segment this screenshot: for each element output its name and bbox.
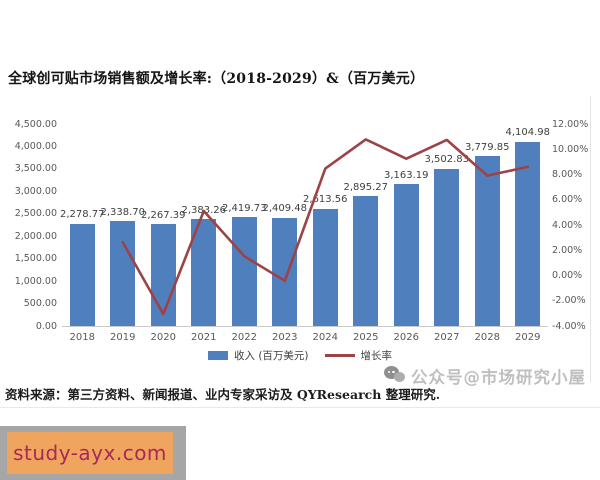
wechat-icon bbox=[384, 366, 406, 386]
y-axis-left-tick: 2,500.00 bbox=[14, 208, 57, 220]
revenue-bar bbox=[191, 219, 217, 326]
revenue-bar bbox=[69, 223, 95, 326]
x-axis-tick: 2024 bbox=[312, 332, 338, 343]
bar-value-label: 3,163.19 bbox=[383, 169, 429, 181]
y-axis-left-tick: 0.00 bbox=[35, 320, 57, 332]
legend-growth-label: 增长率 bbox=[360, 350, 393, 362]
y-axis-right-tick: 4.00% bbox=[552, 219, 583, 231]
watermark: 公众号@市场研究小屋 bbox=[384, 364, 586, 388]
bar-value-label: 2,895.27 bbox=[343, 181, 389, 193]
y-axis-right-tick: 10.00% bbox=[552, 143, 589, 155]
x-axis-tick: 2027 bbox=[434, 332, 460, 343]
badge-panel: study-ayx.com bbox=[0, 426, 186, 480]
revenue-bar bbox=[272, 217, 298, 326]
y-axis-left-tick: 1,500.00 bbox=[14, 253, 57, 265]
y-axis-right-tick: -4.00% bbox=[552, 320, 586, 332]
revenue-bar bbox=[353, 196, 379, 326]
y-axis-left-tick: 500.00 bbox=[23, 298, 57, 310]
bar-value-label: 2,278.77 bbox=[59, 209, 105, 221]
legend-revenue-label: 收入 (百万美元) bbox=[233, 350, 309, 362]
bar-value-label: 3,779.85 bbox=[464, 141, 510, 153]
revenue-bar bbox=[434, 168, 460, 326]
y-axis-right-tick: 8.00% bbox=[552, 169, 583, 180]
y-axis-left-tick: 3,500.00 bbox=[14, 163, 57, 175]
source-note: 资料来源：第三方资料、新闻报道、业内专家采访及 QYResearch 整理研究. bbox=[5, 387, 441, 402]
frame-border-right bbox=[590, 96, 591, 382]
x-axis-tick: 2021 bbox=[191, 332, 217, 343]
y-axis-left-tick: 3,000.00 bbox=[14, 185, 57, 197]
site-badge: study-ayx.com bbox=[7, 432, 173, 474]
bar-value-label: 2,613.56 bbox=[302, 194, 348, 206]
y-axis-left-tick: 4,500.00 bbox=[14, 118, 57, 130]
revenue-bar bbox=[393, 184, 419, 326]
watermark-text: 公众号@市场研究小屋 bbox=[411, 368, 586, 387]
chart-title: 全球创可贴市场销售额及增长率:（2018-2029）&（百万美元） bbox=[8, 71, 425, 87]
x-axis-tick: 2025 bbox=[353, 332, 379, 343]
y-axis-right-tick: 2.00% bbox=[552, 244, 583, 256]
x-axis-tick: 2020 bbox=[150, 332, 176, 343]
revenue-bar bbox=[231, 217, 257, 326]
x-axis-tick: 2029 bbox=[515, 332, 541, 343]
y-axis-right-tick: 12.00% bbox=[552, 118, 589, 130]
y-axis-right-tick: -2.00% bbox=[552, 295, 586, 307]
x-axis-line bbox=[62, 124, 548, 327]
revenue-bar bbox=[150, 224, 176, 326]
x-axis-tick: 2023 bbox=[272, 332, 298, 343]
x-axis-tick: 2018 bbox=[69, 332, 95, 343]
x-axis-tick: 2028 bbox=[474, 332, 500, 343]
bar-value-label: 3,502.83 bbox=[424, 154, 470, 166]
y-axis-left-tick: 1,000.00 bbox=[14, 275, 57, 287]
frame-border-bottom bbox=[0, 407, 600, 408]
y-axis-right-tick: 0.00% bbox=[552, 270, 583, 281]
legend-bar-swatch bbox=[207, 351, 228, 360]
y-axis-left-tick: 2,000.00 bbox=[14, 230, 57, 242]
x-axis-tick: 2026 bbox=[393, 332, 419, 343]
legend: 收入 (百万美元) 增长率 bbox=[0, 348, 600, 363]
legend-line-swatch bbox=[324, 354, 355, 357]
revenue-bar bbox=[110, 221, 136, 326]
revenue-bar bbox=[515, 141, 541, 326]
bar-value-label: 4,104.98 bbox=[505, 127, 551, 139]
x-axis-tick: 2019 bbox=[110, 332, 136, 343]
y-axis-left-tick: 4,000.00 bbox=[14, 140, 57, 152]
y-axis-right-tick: 6.00% bbox=[552, 194, 583, 206]
x-axis-tick: 2022 bbox=[231, 332, 257, 343]
revenue-bar bbox=[312, 208, 338, 326]
revenue-bar bbox=[474, 156, 500, 326]
